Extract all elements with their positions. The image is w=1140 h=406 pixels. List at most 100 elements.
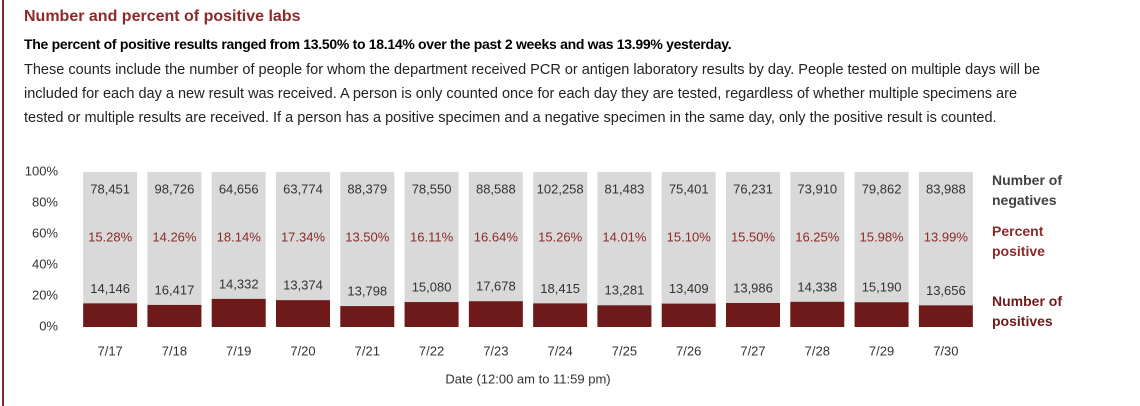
x-tick-label: 7/28: [805, 343, 830, 358]
description: These counts include the number of peopl…: [24, 62, 1041, 126]
negatives-label: 78,550: [412, 181, 452, 196]
negatives-label: 73,910: [797, 181, 837, 196]
negatives-label: 81,483: [605, 181, 645, 196]
negatives-bar: [340, 172, 395, 307]
y-tick-label: 80%: [32, 194, 58, 209]
x-tick-label: 7/17: [97, 343, 122, 358]
x-tick-label: 7/19: [226, 343, 251, 358]
percent-label: 14.26%: [152, 229, 197, 244]
negatives-bar: [918, 172, 973, 306]
positives-label: 15,190: [862, 280, 902, 295]
positives-label: 14,332: [219, 276, 259, 291]
x-tick-label: 7/18: [162, 343, 187, 358]
positives-bar: [276, 300, 330, 327]
title: Number and percent of positive labs: [24, 8, 301, 25]
x-tick-label: 7/22: [419, 343, 444, 358]
negatives-label: 83,988: [926, 181, 966, 196]
positives-label: 13,986: [733, 280, 773, 295]
negatives-bar: [597, 172, 652, 306]
percent-label: 15.28%: [88, 229, 133, 244]
positives-bar: [533, 303, 588, 327]
y-tick-label: 40%: [32, 256, 58, 271]
negatives-label: 64,656: [219, 181, 259, 196]
positives-bar: [597, 305, 652, 327]
negatives-bar: [790, 172, 845, 302]
positives-bar: [147, 304, 202, 327]
negatives-label: 88,379: [347, 181, 387, 196]
negatives-label: 78,451: [90, 181, 130, 196]
positives-label: 17,678: [476, 279, 516, 294]
percent-label: 15.26%: [538, 229, 583, 244]
negatives-label: 88,588: [476, 181, 516, 196]
positives-bar: [468, 301, 523, 327]
positives-label: 13,656: [926, 283, 966, 298]
negatives-bar: [854, 172, 909, 303]
percent-label: 18.14%: [217, 229, 262, 244]
x-tick-label: 7/26: [676, 343, 701, 358]
x-tick-label: 7/21: [355, 343, 380, 358]
x-tick-label: 7/23: [483, 343, 508, 358]
subtitle: The percent of positive results ranged f…: [24, 36, 732, 52]
positives-label: 14,146: [90, 281, 130, 296]
positives-label: 15,080: [412, 279, 452, 294]
positives-label: 18,415: [540, 281, 580, 296]
x-tick-label: 7/30: [933, 343, 958, 358]
percent-label: 15.10%: [667, 229, 712, 244]
positives-label: 13,798: [347, 284, 387, 299]
percent-label: 16.64%: [474, 229, 519, 244]
y-tick-label: 60%: [32, 225, 58, 240]
positives-bar: [854, 302, 909, 327]
positives-bar: [726, 302, 780, 327]
negatives-bar: [147, 172, 202, 305]
negatives-label: 79,862: [862, 181, 902, 196]
positives-bar: [404, 302, 459, 327]
positives-bar: [340, 306, 395, 327]
percent-label: 17.34%: [281, 229, 326, 244]
negatives-label: 98,726: [155, 181, 195, 196]
x-tick-label: 7/29: [869, 343, 894, 358]
percent-label: 13.99%: [924, 229, 969, 244]
legend-positives: Number of positives: [992, 293, 1062, 329]
x-axis-title: Date (12:00 am to 11:59 pm): [445, 371, 610, 386]
legend-percent: Percent positive: [992, 223, 1045, 259]
percent-label: 14.01%: [602, 229, 647, 244]
positives-bar: [83, 303, 138, 327]
percent-label: 16.11%: [410, 229, 454, 244]
percent-label: 15.50%: [731, 229, 776, 244]
positives-label: 13,281: [605, 283, 645, 298]
percent-label: 13.50%: [345, 229, 390, 244]
positives-label: 13,374: [283, 278, 323, 293]
negatives-bar: [661, 172, 716, 304]
negatives-bar: [533, 172, 588, 304]
negatives-bar: [404, 172, 459, 303]
x-tick-label: 7/25: [612, 343, 637, 358]
negatives-bar: [83, 172, 138, 304]
y-tick-label: 0%: [39, 318, 58, 333]
y-tick-label: 100%: [25, 163, 59, 178]
negatives-label: 63,774: [283, 181, 323, 196]
negatives-label: 76,231: [733, 181, 773, 196]
negatives-label: 75,401: [669, 181, 709, 196]
legend-negatives: Number of negatives: [992, 172, 1062, 208]
x-tick-label: 7/20: [290, 343, 315, 358]
percent-label: 16.25%: [795, 229, 840, 244]
positives-label: 14,338: [797, 279, 837, 294]
positives-bar: [211, 298, 266, 327]
positives-bar: [790, 301, 845, 327]
negatives-bar: [726, 172, 780, 303]
y-tick-label: 20%: [32, 287, 58, 302]
negatives-bar: [211, 172, 266, 299]
negatives-label: 102,258: [537, 181, 584, 196]
positives-label: 13,409: [669, 281, 709, 296]
x-tick-label: 7/27: [740, 343, 765, 358]
negatives-bar: [468, 172, 523, 302]
positives-bar: [661, 303, 716, 327]
x-tick-label: 7/24: [547, 343, 572, 358]
left-border: [2, 0, 4, 406]
percent-label: 15.98%: [860, 229, 905, 244]
positives-bar: [918, 305, 973, 327]
negatives-bar: [276, 172, 330, 301]
positives-label: 16,417: [155, 282, 195, 297]
